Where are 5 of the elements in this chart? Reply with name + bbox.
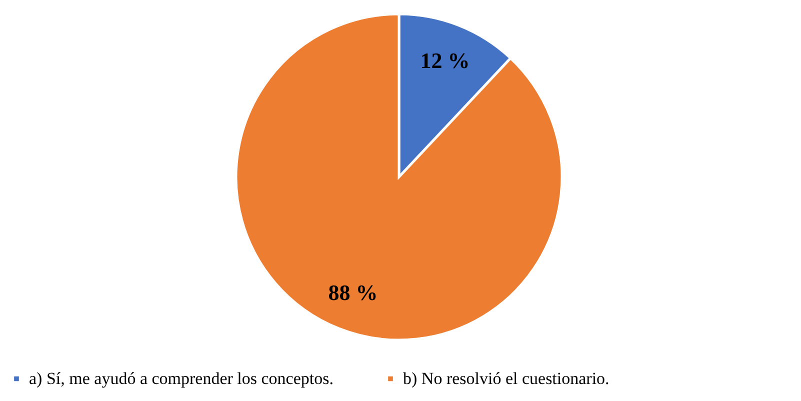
legend-label: b) No resolvió el cuestionario.	[403, 368, 610, 388]
data-label: 12 %	[420, 48, 470, 73]
data-label: 88 %	[328, 280, 378, 306]
pie-slice	[234, 12, 564, 341]
legend-label: a) Sí, me ayudó a comprender los conceptos.	[29, 368, 334, 388]
